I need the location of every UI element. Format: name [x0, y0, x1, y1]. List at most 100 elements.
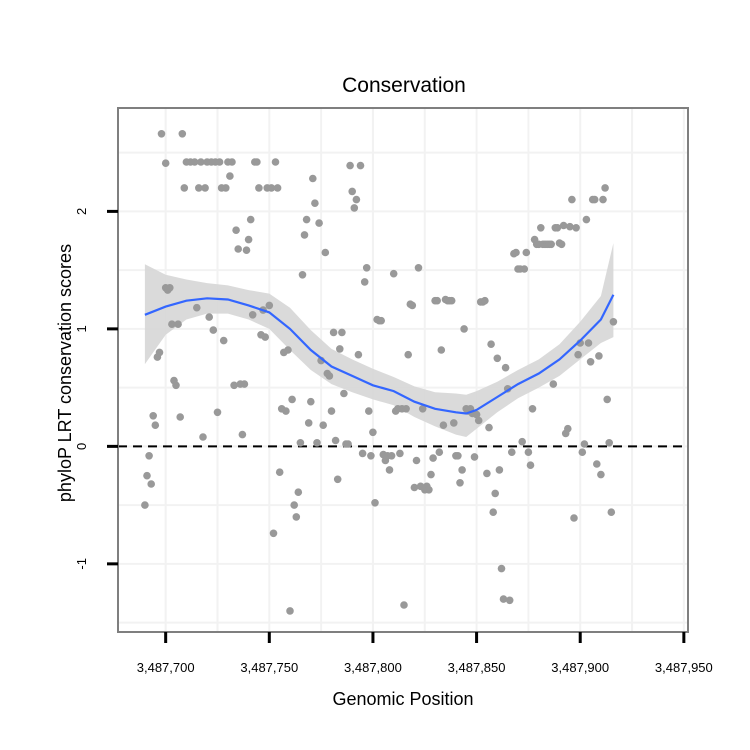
data-point — [348, 187, 357, 196]
data-point — [566, 222, 574, 231]
data-point — [143, 471, 151, 480]
data-point — [472, 410, 481, 419]
data-point — [234, 245, 242, 253]
data-point — [595, 352, 603, 360]
confidence-band — [144, 243, 614, 437]
data-point — [429, 454, 437, 462]
data-point — [389, 269, 398, 278]
data-point — [568, 195, 576, 204]
data-point — [450, 419, 458, 427]
data-point — [222, 184, 230, 192]
data-point — [609, 318, 618, 326]
data-point — [447, 296, 456, 305]
data-point — [458, 466, 466, 474]
data-point — [166, 284, 174, 292]
data-point — [269, 529, 278, 538]
data-point — [273, 184, 282, 192]
data-point — [362, 264, 371, 272]
data-point — [199, 433, 207, 441]
data-point — [213, 408, 222, 417]
data-point — [315, 219, 323, 227]
data-point — [590, 195, 599, 204]
data-point — [147, 480, 155, 488]
data-point — [149, 412, 157, 420]
data-point — [501, 363, 510, 372]
y-axis-title: phyloP LRT conservation scores — [55, 244, 75, 502]
x-axis-title: Genomic Position — [332, 689, 473, 709]
data-point — [244, 235, 253, 244]
data-point — [290, 501, 299, 509]
data-point — [172, 381, 180, 390]
data-point — [145, 452, 153, 460]
data-point — [489, 508, 498, 516]
data-point — [584, 339, 593, 347]
data-point — [474, 416, 483, 425]
data-point — [311, 199, 319, 207]
data-point — [296, 439, 305, 447]
data-point — [512, 248, 520, 257]
x-tick-label: 3,487,700 — [137, 660, 195, 675]
data-point — [309, 174, 317, 183]
data-point — [402, 405, 410, 413]
data-point — [228, 158, 236, 166]
x-tick-label: 3,487,750 — [240, 660, 298, 675]
data-point — [580, 440, 589, 448]
data-point — [572, 224, 580, 232]
data-point — [439, 421, 448, 430]
data-point — [346, 161, 354, 170]
data-point — [190, 158, 199, 166]
data-point — [215, 158, 224, 166]
data-point — [396, 449, 404, 458]
data-point — [425, 486, 433, 494]
data-point — [597, 470, 605, 479]
grid-lines — [118, 108, 688, 632]
data-point — [491, 489, 500, 498]
data-point — [321, 248, 330, 257]
data-point — [485, 423, 493, 432]
data-point — [197, 158, 205, 166]
data-point — [238, 430, 247, 439]
data-point — [505, 596, 514, 605]
data-point — [161, 159, 170, 167]
data-point — [369, 428, 377, 437]
data-point — [340, 389, 348, 398]
data-point — [414, 264, 423, 272]
data-point — [265, 301, 274, 310]
data-point — [377, 316, 386, 325]
data-point — [570, 514, 578, 522]
data-point — [437, 346, 446, 354]
data-point — [336, 345, 344, 353]
data-point — [219, 336, 228, 345]
smooth-fit-line — [144, 294, 615, 415]
y-tick-label: 1 — [74, 325, 89, 332]
data-point — [267, 184, 276, 192]
data-point — [209, 326, 218, 334]
data-point — [141, 501, 149, 509]
data-point — [325, 372, 334, 380]
x-tick-label: 3,487,950 — [655, 660, 713, 675]
data-point — [242, 246, 251, 254]
data-point — [271, 158, 280, 166]
data-point — [329, 328, 338, 337]
data-point — [412, 456, 421, 465]
data-point — [371, 499, 379, 507]
data-point — [354, 350, 363, 359]
data-point — [582, 215, 591, 224]
data-point — [282, 407, 290, 415]
data-point — [499, 595, 508, 603]
data-point — [174, 320, 182, 329]
data-point — [433, 296, 442, 305]
data-point — [400, 601, 408, 609]
data-point — [253, 158, 261, 166]
data-point — [435, 448, 444, 457]
data-point — [232, 226, 240, 234]
data-point — [557, 240, 566, 249]
data-point — [470, 453, 479, 461]
y-tick-label: -1 — [74, 558, 89, 570]
data-point — [481, 296, 489, 305]
data-point — [360, 278, 369, 286]
data-point — [298, 271, 307, 279]
data-point — [559, 221, 568, 230]
data-point — [230, 381, 238, 390]
